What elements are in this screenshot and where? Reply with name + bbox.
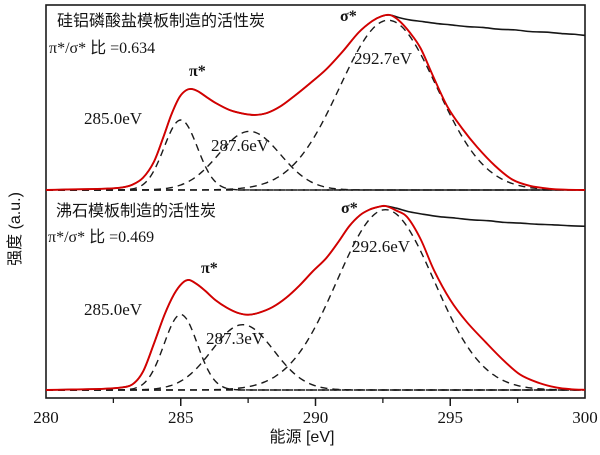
x-axis-label: 能源 [eV] bbox=[269, 429, 335, 446]
panel1-pi-star-label: π* bbox=[189, 63, 206, 80]
panel1-fit-curve bbox=[45, 13, 586, 191]
panel2-peak-292-label: 292.6eV bbox=[352, 237, 411, 256]
panel2-title: 沸石模板制造的活性炭 bbox=[56, 203, 217, 220]
y-axis-label: 强度 (a.u.) bbox=[7, 192, 25, 266]
panel1-peak-285-label: 285.0eV bbox=[84, 109, 143, 128]
plot-frame bbox=[45, 4, 586, 399]
panel2-gaussian-292.6 bbox=[46, 208, 586, 391]
panel1-peak-292-label: 292.7eV bbox=[354, 49, 413, 68]
x-tick-label: 285 bbox=[168, 408, 194, 427]
panel1-gaussian-287.55 bbox=[45, 130, 585, 191]
panel2-peak-285-label: 285.0eV bbox=[84, 300, 143, 319]
panel2-gaussian-285 bbox=[46, 313, 585, 391]
x-tick-label: 290 bbox=[303, 408, 329, 427]
panel1-title: 硅铝磷酸盐模板制造的活性炭 bbox=[57, 13, 266, 30]
x-tick-label: 280 bbox=[33, 408, 59, 427]
panel2-fit-curve bbox=[45, 204, 586, 391]
panel2-ratio-label: π*/σ* 比 =0.469 bbox=[48, 229, 155, 246]
panel1-gaussian-292.7 bbox=[45, 19, 586, 191]
panel2-sigma-star-label: σ* bbox=[341, 200, 358, 217]
x-tick-label: 300 bbox=[572, 408, 598, 427]
panel2-pi-star-label: π* bbox=[201, 260, 218, 277]
panel1-sigma-star-label: σ* bbox=[340, 8, 357, 25]
panel2-peak-287-label: 287.3eV bbox=[206, 329, 265, 348]
panel1-gaussian-285 bbox=[45, 119, 585, 191]
x-tick-label: 295 bbox=[438, 408, 464, 427]
panel1-ratio-label: π*/σ* 比 =0.634 bbox=[49, 40, 156, 57]
panel1-peak-287-label: 287.6eV bbox=[211, 136, 270, 155]
